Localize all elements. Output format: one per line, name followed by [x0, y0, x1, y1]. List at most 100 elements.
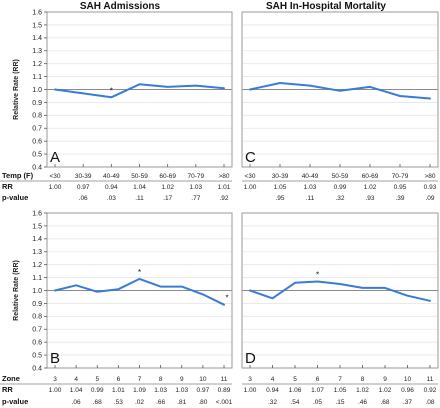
- series-line: [54, 277, 225, 306]
- y-tick-label: 1.5: [32, 223, 42, 230]
- y-tick-label: 0.6: [32, 340, 42, 347]
- title-left: SAH Admissions: [80, 1, 161, 12]
- y-axis-label: Relative Rate (RR): [13, 59, 20, 120]
- table-cell: 30-39: [272, 173, 289, 180]
- y-tick-label: 0.8: [32, 314, 42, 321]
- table-cell: 5: [95, 376, 99, 383]
- table-cell: 11: [221, 376, 228, 383]
- table-cell: 1.04: [70, 387, 83, 394]
- table-cell: .02: [135, 399, 144, 406]
- y-tick-label: 0.8: [32, 113, 42, 120]
- table-cell: .46: [358, 399, 367, 406]
- table-cell: 1.00: [244, 184, 257, 191]
- table-row-label: Zone: [2, 374, 20, 383]
- title-right: SAH In-Hospital Mortality: [266, 1, 386, 12]
- table-cell: 1.02: [379, 387, 392, 394]
- table-cell: .11: [306, 195, 315, 202]
- table-cell: 1.00: [49, 387, 62, 394]
- table-cell: .93: [365, 195, 374, 202]
- table-cell: 0.94: [105, 184, 118, 191]
- table-cell: 50-59: [332, 173, 349, 180]
- panel-a: 0.4 0.5 0.6 0.7 0.8 0.9 1.0 1.1 1.2 1.3 1.4 1.5 1.6 R…: [0, 9, 233, 202]
- y-tick-label: 0.4: [32, 164, 42, 171]
- table-cell: 1.06: [289, 387, 302, 394]
- table-cell: 40-49: [103, 173, 120, 180]
- table-cell: 7: [138, 376, 142, 383]
- table-cell: 0.99: [334, 184, 347, 191]
- panel-label: A: [50, 149, 60, 166]
- table-cell: 60-69: [159, 173, 176, 180]
- table-cell: .08: [425, 399, 434, 406]
- y-tick-label: 1.5: [32, 22, 42, 29]
- table-cell: 9: [180, 376, 184, 383]
- table-cell: 0.92: [424, 387, 437, 394]
- table-cell: .68: [93, 399, 102, 406]
- y-tick-label: 0.7: [32, 126, 42, 133]
- table-cell: .32: [335, 195, 344, 202]
- table-cell: .17: [163, 195, 172, 202]
- table-cell: 8: [159, 376, 163, 383]
- table-cell: .37: [403, 399, 412, 406]
- table-cell: 11: [427, 376, 434, 383]
- table-cell: .66: [156, 399, 165, 406]
- table-cell: 6: [316, 376, 320, 383]
- y-tick-label: 1.6: [32, 9, 42, 16]
- table-cell: 7: [338, 376, 342, 383]
- significance-marker: *: [138, 268, 141, 277]
- y-tick-label: 1.0: [32, 87, 42, 94]
- table-cell: .15: [335, 399, 344, 406]
- significance-marker: *: [225, 294, 228, 303]
- table-cell: 10: [404, 376, 412, 383]
- table-cell: 60-69: [362, 173, 379, 180]
- table-cell: .03: [107, 195, 116, 202]
- table-row-label: Temp (F): [2, 171, 34, 180]
- y-tick-label: 1.2: [32, 262, 42, 269]
- y-tick-label: 0.9: [32, 301, 42, 308]
- y-tick-label: 1.1: [32, 275, 42, 282]
- table-cell: 3: [53, 376, 57, 383]
- table-cell: 0.96: [401, 387, 414, 394]
- y-tick-label: 1.0: [32, 288, 42, 295]
- y-tick-label: 0.6: [32, 139, 42, 146]
- table-cell: >80: [218, 173, 229, 180]
- table-cell: 1.01: [112, 387, 125, 394]
- table-cell: 0.97: [77, 184, 90, 191]
- y-tick-label: 0.4: [32, 365, 42, 372]
- table-cell: .32: [268, 399, 277, 406]
- table-cell: 0.89: [218, 387, 231, 394]
- table-cell: .54: [290, 399, 299, 406]
- table-row-label: RR: [2, 385, 13, 394]
- y-tick-label: 0.5: [32, 151, 42, 158]
- table-cell: 9: [383, 376, 387, 383]
- table-cell: 70-79: [188, 173, 205, 180]
- series-line: [54, 83, 225, 99]
- table-cell: 1.03: [190, 184, 203, 191]
- y-tick-label: 0.7: [32, 327, 42, 334]
- table-cell: 1.04: [133, 184, 146, 191]
- table-cell: .06: [72, 399, 81, 406]
- table-cell: 1.01: [218, 184, 231, 191]
- table-cell: 50-59: [131, 173, 148, 180]
- table-cell: >80: [424, 173, 435, 180]
- table-cell: 1.00: [244, 387, 257, 394]
- significance-marker: *: [316, 270, 319, 279]
- table-cell: 1.02: [356, 387, 369, 394]
- series-line: [249, 280, 431, 302]
- table-cell: 1.02: [161, 184, 174, 191]
- table-cell: .11: [135, 195, 144, 202]
- significance-marker: *: [110, 86, 113, 95]
- table-cell: .77: [191, 195, 200, 202]
- table-cell: .53: [114, 399, 123, 406]
- table-cell: 3: [248, 376, 252, 383]
- table-cell: .92: [219, 195, 228, 202]
- y-tick-label: 1.3: [32, 249, 42, 256]
- table-cell: .39: [395, 195, 404, 202]
- table-cell: <30: [244, 173, 255, 180]
- table-cell: .09: [425, 195, 434, 202]
- table-cell: <30: [49, 173, 60, 180]
- table-cell: .06: [79, 195, 88, 202]
- table-cell: 0.97: [197, 387, 210, 394]
- y-axis-label: Relative Rate (RR): [13, 260, 20, 321]
- table-cell: 10: [199, 376, 207, 383]
